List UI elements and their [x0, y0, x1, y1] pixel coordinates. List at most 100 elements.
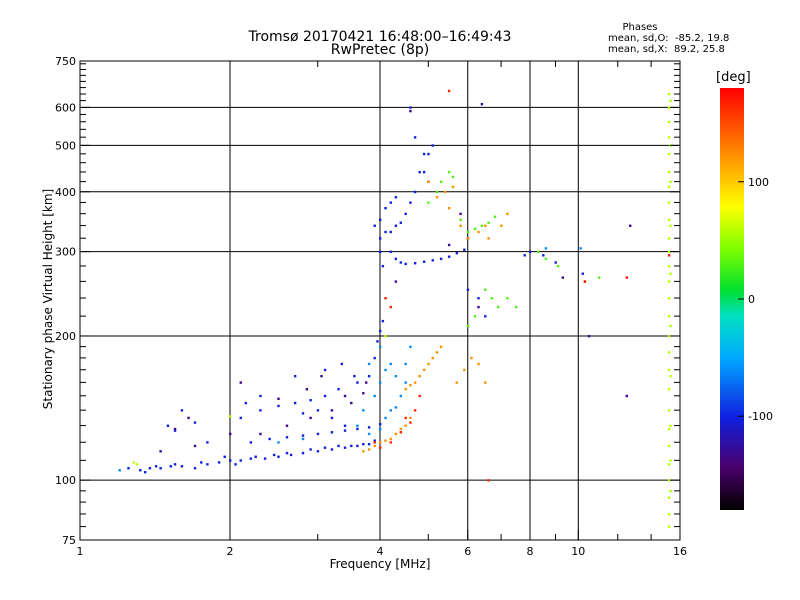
data-point: [356, 444, 359, 448]
data-point: [523, 254, 526, 257]
data-point: [206, 463, 209, 466]
data-point: [353, 374, 356, 378]
data-point: [399, 394, 403, 398]
data-point: [166, 424, 170, 427]
data-point: [254, 455, 257, 458]
data-point: [367, 374, 371, 378]
data-point: [470, 356, 473, 360]
data-point: [669, 224, 672, 227]
x-tick-label: 2: [227, 545, 234, 558]
chart-subtitle: RwPretec (8p): [330, 42, 430, 58]
data-point: [309, 399, 312, 402]
gridlines: [80, 61, 680, 540]
data-point: [466, 230, 470, 234]
data-point: [473, 227, 477, 231]
data-point: [379, 218, 382, 221]
data-point: [669, 324, 672, 328]
x-tick-label: 4: [377, 545, 384, 558]
data-point: [490, 297, 494, 300]
data-point: [409, 345, 412, 349]
data-point: [466, 288, 470, 291]
data-point: [556, 264, 560, 268]
x-tick-label: 8: [527, 545, 534, 558]
data-point: [667, 525, 671, 528]
x-tick-label: 6: [464, 545, 471, 558]
data-point: [667, 254, 671, 257]
data-point: [239, 416, 242, 420]
data-point: [667, 185, 671, 189]
data-point: [447, 89, 451, 93]
data-point: [667, 427, 671, 431]
data-point: [487, 237, 490, 240]
data-point: [159, 467, 162, 470]
y-tick-label: 400: [55, 186, 76, 199]
data-point: [669, 424, 672, 427]
data-point: [263, 457, 267, 460]
y-tick-label: 750: [55, 55, 76, 68]
data-point: [418, 374, 421, 378]
data-point: [384, 416, 387, 420]
data-point: [667, 201, 671, 204]
data-point: [323, 368, 327, 372]
data-point: [244, 401, 248, 405]
data-point: [379, 237, 382, 240]
data-point: [381, 264, 385, 268]
data-point: [667, 315, 671, 318]
data-point: [139, 469, 142, 472]
data-point: [431, 259, 434, 262]
data-point: [330, 448, 334, 451]
data-point: [259, 409, 262, 412]
data-point: [187, 416, 190, 420]
data-point: [409, 421, 412, 424]
data-point: [542, 254, 545, 257]
data-point: [367, 448, 371, 451]
data-point: [409, 109, 412, 113]
data-point: [384, 230, 387, 234]
data-point: [477, 297, 480, 300]
data-point: [379, 345, 382, 349]
data-point: [484, 288, 487, 291]
data-point: [544, 247, 548, 250]
data-point: [293, 401, 297, 405]
data-point: [669, 272, 672, 275]
data-point: [384, 334, 387, 338]
data-point: [667, 409, 671, 412]
data-point: [579, 247, 582, 250]
data-point: [223, 455, 226, 458]
data-point: [384, 439, 387, 442]
data-point: [268, 437, 271, 441]
data-point: [435, 196, 439, 199]
data-point: [427, 180, 430, 184]
data-point: [404, 362, 407, 366]
data-point: [459, 218, 462, 221]
data-point: [506, 212, 509, 216]
data-point: [200, 461, 203, 464]
data-point: [629, 224, 632, 227]
data-point: [169, 465, 173, 468]
data-point: [373, 441, 376, 444]
data-point: [379, 427, 382, 431]
x-tick-label: 1: [77, 545, 84, 558]
data-point: [404, 381, 407, 384]
data-point: [193, 421, 197, 424]
data-point: [409, 383, 412, 387]
data-point: [413, 262, 417, 265]
data-point: [427, 201, 430, 204]
data-point: [409, 201, 412, 204]
data-point: [277, 455, 280, 458]
phases-x-stats: mean, sd,X: 89.2, 25.8: [608, 44, 725, 55]
data-point: [399, 431, 403, 434]
data-point: [404, 212, 407, 216]
data-point: [277, 441, 280, 444]
data-point: [581, 272, 584, 275]
data-point: [277, 397, 280, 400]
data-point: [583, 280, 587, 283]
data-point: [667, 351, 671, 354]
data-point: [422, 260, 426, 263]
data-point: [667, 297, 671, 300]
data-point: [667, 106, 671, 109]
colorbar-tick-label: 0: [748, 293, 755, 306]
data-point: [480, 224, 484, 227]
